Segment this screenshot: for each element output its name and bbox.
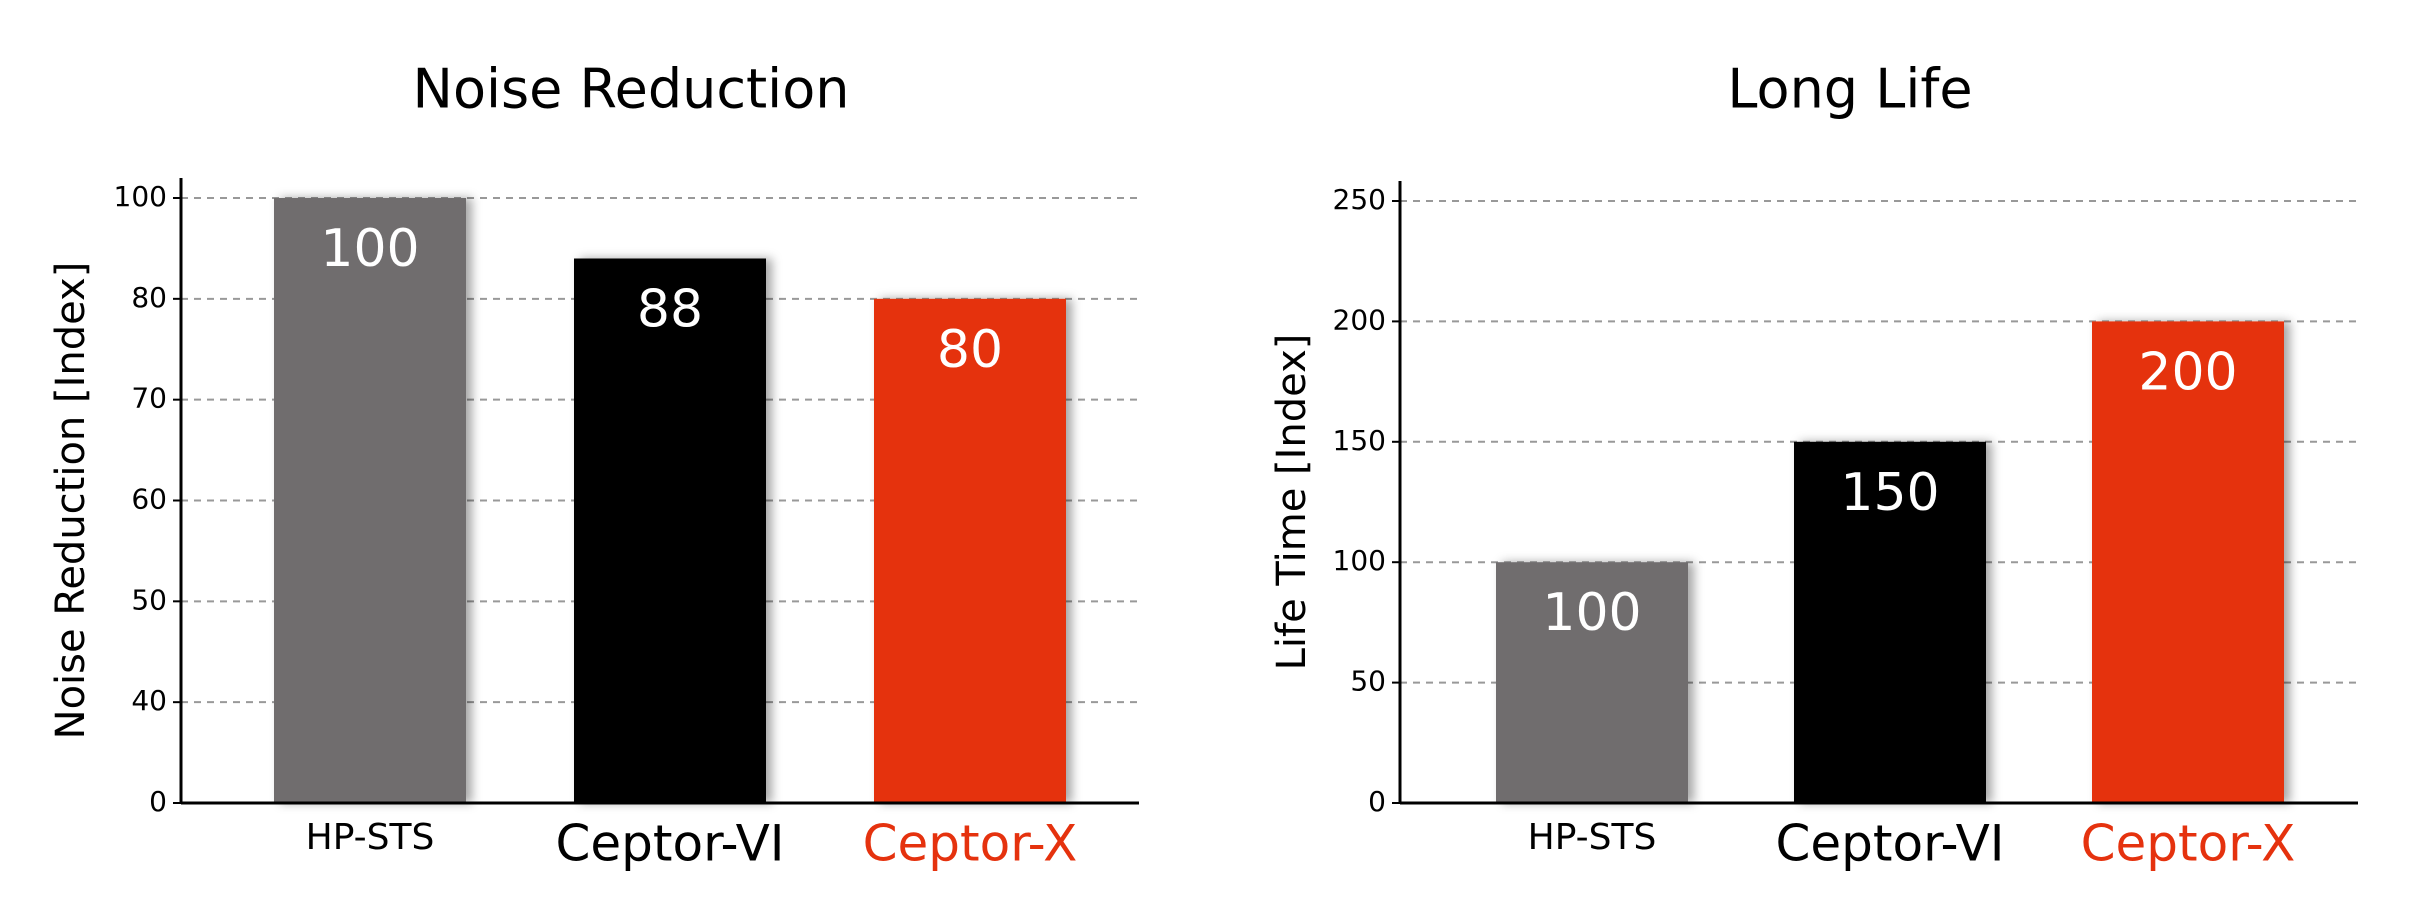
bar [2092, 321, 2284, 803]
x-tick-label: HP-STS [1528, 817, 1657, 858]
chart-title: Long Life [1727, 58, 1972, 121]
y-tick-label: 250 [1333, 183, 1386, 216]
x-tick-label: Ceptor-VI [555, 815, 784, 873]
y-tick-label: 100 [114, 180, 167, 213]
data-label: 200 [2138, 342, 2237, 402]
data-label: 88 [637, 280, 703, 340]
y-axis-label: Life Time [Index] [1269, 334, 1315, 671]
y-tick-label: 70 [131, 382, 167, 415]
bar [874, 298, 1066, 803]
x-tick-label: Ceptor-X [2081, 815, 2296, 873]
y-tick-label: 60 [131, 483, 167, 516]
bar [574, 258, 766, 803]
x-tick-label: HP-STS [306, 817, 435, 858]
y-tick-label: 150 [1333, 424, 1386, 457]
y-tick-label: 200 [1333, 303, 1386, 336]
data-label: 100 [1542, 583, 1641, 643]
y-tick-label: 0 [1368, 785, 1386, 818]
bar [1794, 441, 1986, 803]
y-tick-label: 100 [1333, 544, 1386, 577]
bar [274, 198, 466, 803]
x-tick-label: Ceptor-X [863, 815, 1078, 873]
y-tick-label: 50 [131, 583, 167, 616]
data-label: 80 [937, 320, 1003, 380]
bar [1496, 562, 1688, 803]
y-tick-label: 0 [149, 785, 167, 818]
x-tick-label: Ceptor-VI [1775, 815, 2004, 873]
y-tick-label: 80 [131, 281, 167, 314]
data-label: 150 [1840, 463, 1939, 523]
y-axis-label: Noise Reduction [Index] [48, 262, 94, 740]
y-tick-label: 40 [131, 684, 167, 717]
data-label: 100 [320, 219, 419, 279]
chart-title: Noise Reduction [413, 58, 850, 121]
y-tick-label: 50 [1350, 665, 1386, 698]
